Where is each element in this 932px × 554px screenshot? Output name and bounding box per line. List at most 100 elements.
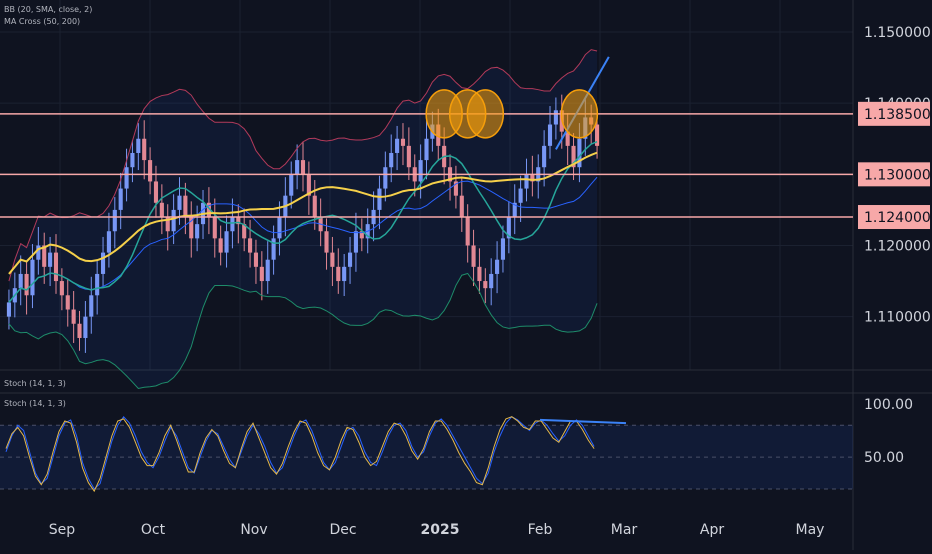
candle-body bbox=[471, 245, 476, 267]
y-tick-label: 1.150000 bbox=[864, 25, 931, 41]
candle-body bbox=[189, 217, 194, 239]
stoch-d-line bbox=[5, 416, 595, 493]
candle-body bbox=[236, 217, 241, 225]
candle-body bbox=[377, 188, 382, 210]
candle-body bbox=[489, 273, 494, 289]
candle-body bbox=[465, 217, 470, 246]
candle-body bbox=[130, 152, 135, 168]
candle-body bbox=[248, 238, 253, 253]
bollinger-lower-band bbox=[8, 272, 598, 390]
candle-body bbox=[42, 245, 47, 267]
candle-body bbox=[148, 160, 153, 182]
candle-body bbox=[495, 259, 500, 274]
candle-body bbox=[459, 195, 464, 218]
candle-body bbox=[95, 273, 100, 296]
candle-body bbox=[18, 273, 23, 289]
x-tick-label: 2025 bbox=[421, 522, 460, 538]
candle-body bbox=[224, 231, 229, 253]
candle-body bbox=[253, 252, 259, 267]
candle-body bbox=[342, 266, 347, 282]
candle-body bbox=[324, 231, 329, 253]
x-tick-label: Oct bbox=[141, 522, 166, 538]
candle-body bbox=[453, 181, 458, 196]
candle-body bbox=[406, 145, 411, 168]
stoch-k-line bbox=[5, 415, 595, 490]
candle-body bbox=[395, 138, 400, 153]
candle-body bbox=[512, 202, 517, 218]
x-tick-label: Mar bbox=[611, 522, 638, 538]
candle-body bbox=[389, 152, 394, 168]
price-level-label: 1.124000 bbox=[864, 210, 931, 226]
candle-body bbox=[30, 259, 35, 296]
candle-body bbox=[24, 273, 29, 296]
y-tick-label: 1.120000 bbox=[864, 238, 931, 254]
candle-body bbox=[289, 174, 294, 196]
candle-body bbox=[153, 181, 159, 203]
candle-body bbox=[353, 231, 358, 253]
y-tick-label: 1.110000 bbox=[864, 310, 931, 326]
stoch-trendline bbox=[539, 418, 627, 425]
candle-body bbox=[530, 174, 535, 182]
candle-body bbox=[259, 266, 264, 282]
x-tick-label: Apr bbox=[700, 522, 724, 538]
candle-body bbox=[212, 217, 217, 239]
candle-body bbox=[347, 252, 353, 267]
x-tick-label: May bbox=[796, 522, 825, 538]
candle-body bbox=[218, 238, 223, 253]
candle-body bbox=[136, 138, 141, 153]
candle-body bbox=[547, 124, 553, 146]
resistance-touch-marker bbox=[466, 89, 505, 139]
price-level-label: 1.130000 bbox=[864, 167, 931, 183]
candle-body bbox=[177, 195, 182, 210]
candle-body bbox=[400, 138, 406, 146]
candle-body bbox=[300, 160, 306, 175]
candle-body bbox=[553, 110, 558, 125]
candle-body bbox=[524, 174, 529, 189]
price-level-tag bbox=[858, 205, 930, 230]
candle-body bbox=[506, 217, 511, 239]
stoch-pane-label-top[interactable]: Stoch (14, 1, 3) bbox=[4, 379, 66, 388]
candle-body bbox=[83, 316, 88, 338]
candle-body bbox=[230, 217, 235, 232]
stoch-y-tick-label: 50.00 bbox=[864, 450, 904, 466]
resistance-touch-marker bbox=[560, 89, 599, 139]
bollinger-bands-label[interactable]: BB (20, SMA, close, 2) bbox=[4, 5, 93, 14]
candle-body bbox=[77, 323, 82, 338]
ma-200-line bbox=[8, 151, 598, 275]
candle-body bbox=[159, 202, 164, 218]
bollinger-upper-band bbox=[8, 49, 598, 282]
candle-body bbox=[124, 167, 129, 189]
candle-body bbox=[424, 138, 429, 161]
bollinger-basis bbox=[8, 176, 598, 303]
candle-body bbox=[500, 238, 506, 260]
candle-body bbox=[306, 174, 311, 196]
price-level-tag bbox=[858, 101, 930, 126]
candle-body bbox=[100, 252, 106, 274]
candle-body bbox=[483, 281, 488, 289]
price-level-label: 1.138500 bbox=[864, 107, 931, 123]
candle-body bbox=[277, 217, 282, 239]
candle-body bbox=[242, 224, 247, 239]
candle-body bbox=[418, 160, 423, 182]
ma-cross-label[interactable]: MA Cross (50, 200) bbox=[4, 17, 81, 26]
candle-body bbox=[59, 281, 64, 296]
candle-body bbox=[312, 195, 317, 218]
candle-body bbox=[165, 217, 170, 232]
candle-body bbox=[106, 231, 111, 253]
x-tick-label: Dec bbox=[329, 522, 356, 538]
candle-body bbox=[577, 138, 582, 168]
stoch-pane-label[interactable]: Stoch (14, 1, 3) bbox=[4, 399, 66, 408]
candle-body bbox=[89, 295, 94, 317]
candle-body bbox=[6, 302, 11, 317]
x-tick-label: Nov bbox=[240, 522, 267, 538]
candle-body bbox=[565, 131, 570, 146]
candle-body bbox=[295, 160, 300, 175]
candle-body bbox=[542, 145, 547, 168]
candle-body bbox=[53, 252, 59, 282]
candle-body bbox=[477, 266, 482, 282]
candle-body bbox=[112, 209, 117, 232]
candle-body bbox=[383, 167, 388, 189]
candle-body bbox=[571, 145, 576, 168]
